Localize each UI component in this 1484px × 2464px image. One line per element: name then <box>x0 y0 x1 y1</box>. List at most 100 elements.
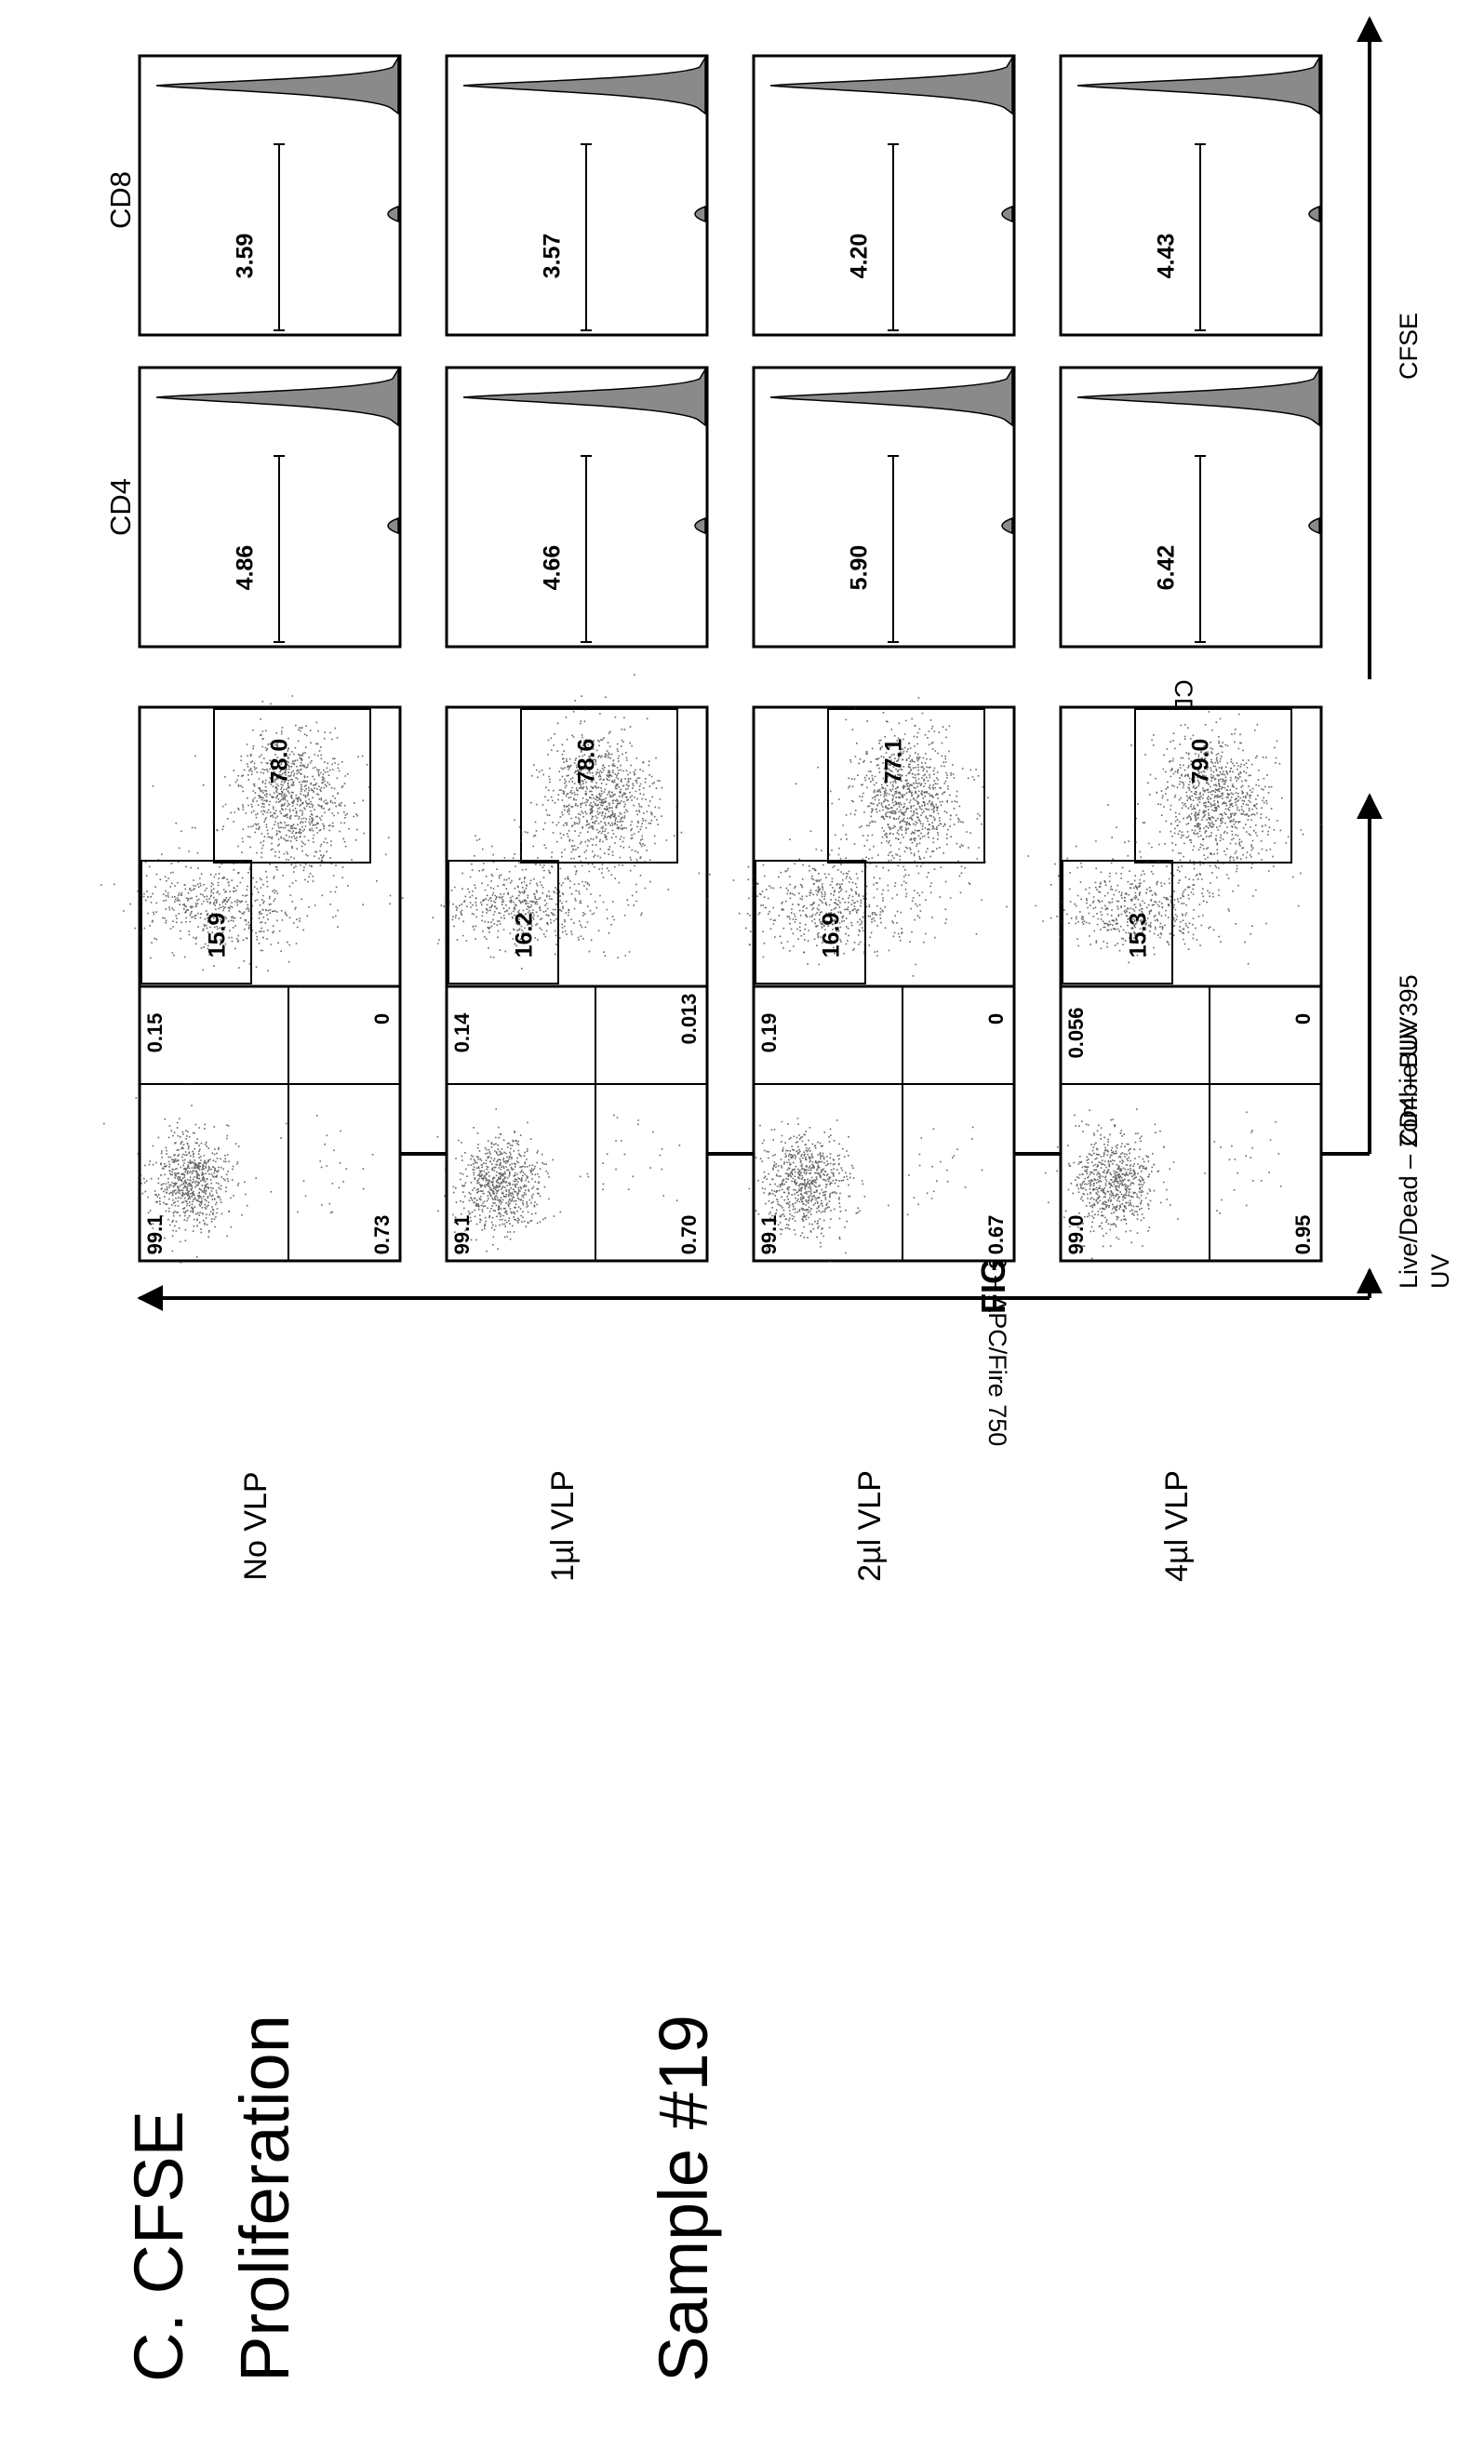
cd8-gate-value: 15.9 <box>205 913 231 958</box>
quadrant-value-ul-group: 99.0 <box>1064 1215 1088 1255</box>
cd4-gate-value: 78.0 <box>267 739 293 784</box>
live-dead-event-cloud <box>436 1108 562 1252</box>
cfse-gate-value-group: 5.90 <box>847 545 873 591</box>
quadrant-value-ur-group: 0.14 <box>450 1012 474 1053</box>
histogram-frame <box>445 54 709 337</box>
quadrant-value-ll-group: 0.67 <box>984 1215 1008 1255</box>
histogram-frame <box>1059 366 1323 649</box>
cfse-gate-value: 5.90 <box>847 545 873 591</box>
cd4-gate-value-group: 78.6 <box>574 739 600 784</box>
quadrant-value-ll: 0.95 <box>1291 1215 1315 1255</box>
live-dead-panel: 99.0 0.056 0.95 0 <box>1044 980 1323 1263</box>
live-dead-plot-frame <box>752 980 1016 1263</box>
cd4-axis-label: CD4 – BUV395 <box>1395 974 1423 1146</box>
sample-label: Sample #19 <box>645 2015 722 2382</box>
quadrant-value-ur-group: 0.056 <box>1064 1007 1088 1058</box>
cd4-gate <box>827 708 985 864</box>
cfse-histogram-cd8: 4.43 <box>1059 54 1323 337</box>
cd4-gate-value-group: 78.0 <box>267 739 293 784</box>
quadrant-value-ur-group: 0.19 <box>757 1013 781 1053</box>
cd8-gate-value-group: 15.3 <box>1126 913 1152 958</box>
live-dead-event-cloud <box>748 1118 866 1263</box>
cfse-axis-label: CFSE <box>1395 313 1423 380</box>
cd8-gate-value: 16.9 <box>819 913 845 958</box>
cfse-gate-value-group: 4.86 <box>233 545 259 591</box>
cfse-gate-value-group: 6.42 <box>1154 545 1180 591</box>
cd4-cd8-panel: 15.3 79.0 <box>1035 705 1323 988</box>
cd4-cd8-panel: 16.2 78.6 <box>401 674 711 988</box>
live-dead-event-cloud <box>1044 1108 1179 1260</box>
cfse-histogram-cd8: 4.20 <box>752 54 1016 337</box>
cfse-gate-value-group: 3.57 <box>540 234 566 279</box>
condition-label: 2µl VLP <box>852 1470 888 1582</box>
quadrant-value-lr-group: 0.013 <box>677 993 701 1044</box>
cfse-gate-value-group: 4.66 <box>540 545 566 591</box>
cfse-histogram-cd4: 4.86 <box>138 366 402 649</box>
quadrant-value-ur: 0.15 <box>143 1013 167 1053</box>
cfse-histogram-cd4: 4.66 <box>445 366 709 649</box>
quadrant-value-ur: 0.056 <box>1064 1007 1088 1058</box>
quadrant-value-ll-group: 0.70 <box>677 1215 701 1255</box>
heading-proliferation: Proliferation <box>226 2015 303 2382</box>
column-cd8: CD8 <box>104 171 137 229</box>
live-dead-axis-label-cont: UV <box>1426 1253 1454 1289</box>
cfse-divided-peak <box>1001 205 1013 223</box>
cfse-gate-value: 6.42 <box>1154 545 1180 591</box>
quadrant-value-lr: 0 <box>1291 1013 1315 1024</box>
cfse-gate-value-group: 4.43 <box>1154 234 1180 279</box>
cd4-cd8-panel: 15.9 78.0 <box>100 695 402 988</box>
cd4-cd8-plot-frame <box>1059 705 1323 988</box>
histogram-frame <box>445 366 709 649</box>
live-dead-panel: 99.1 0.14 0.70 0.013 <box>436 980 709 1263</box>
cd4-cd8-plot-frame <box>138 705 402 988</box>
cfse-main-peak <box>1076 367 1320 427</box>
quadrant-value-ul: 99.1 <box>143 1215 167 1255</box>
cd4-cd8-panel: 16.9 77.1 <box>732 697 1056 988</box>
cfse-gate-value: 4.66 <box>540 545 566 591</box>
live-dead-panel: 99.1 0.15 0.73 0 <box>103 980 402 1264</box>
cd4-cd8-plot-frame <box>445 705 709 988</box>
condition-label: 1µl VLP <box>545 1470 581 1582</box>
cd8-gate-value-group: 16.9 <box>819 913 845 958</box>
quadrant-value-lr-group: 0 <box>1291 1013 1315 1024</box>
quadrant-value-ul-group: 99.1 <box>757 1215 781 1255</box>
cfse-histogram-cd8: 3.59 <box>138 54 402 337</box>
cfse-gate-value: 3.57 <box>540 234 566 279</box>
condition-label: 4µl VLP <box>1159 1470 1195 1582</box>
cd4-gate <box>520 708 678 864</box>
quadrant-value-ul-group: 99.1 <box>143 1215 167 1255</box>
quadrant-value-lr: 0 <box>984 1013 1008 1024</box>
cfse-divided-peak <box>1308 516 1320 535</box>
column-cd4: CD4 <box>104 478 137 536</box>
cfse-gate-value: 3.59 <box>233 234 259 279</box>
cfse-gate-value-group: 3.59 <box>233 234 259 279</box>
quadrant-value-lr: 0.013 <box>677 993 701 1044</box>
cfse-histogram-cd4: 5.90 <box>752 366 1016 649</box>
cd8-gate-value: 16.2 <box>512 913 538 958</box>
heading-cfse: C. CFSE <box>120 2110 197 2382</box>
cfse-divided-peak <box>694 516 706 535</box>
cfse-gate-value-group: 4.20 <box>847 234 873 279</box>
cd8-gate <box>1062 860 1173 984</box>
quadrant-value-ur-group: 0.15 <box>143 1013 167 1053</box>
quadrant-value-ll-group: 0.95 <box>1291 1215 1315 1255</box>
quadrant-value-ll: 0.67 <box>984 1215 1008 1255</box>
histogram-frame <box>752 366 1016 649</box>
quadrant-value-ul: 99.1 <box>450 1215 474 1255</box>
cfse-gate-value: 4.86 <box>233 545 259 591</box>
quadrant-value-lr-group: 0 <box>370 1013 394 1024</box>
quadrant-value-ll: 0.73 <box>370 1215 394 1255</box>
cd8-event-cloud <box>100 847 316 971</box>
cfse-main-peak <box>769 367 1013 427</box>
cfse-divided-peak <box>1001 516 1013 535</box>
condition-label: No VLP <box>238 1471 274 1580</box>
cfse-divided-peak <box>387 516 399 535</box>
cd4-gate-value: 77.1 <box>881 739 907 784</box>
live-dead-plot-frame <box>1059 980 1323 1263</box>
cfse-main-peak <box>1076 55 1320 115</box>
histogram-frame <box>1059 54 1323 337</box>
quadrant-value-ur: 0.14 <box>450 1012 474 1053</box>
quadrant-value-lr-group: 0 <box>984 1013 1008 1024</box>
cfse-divided-peak <box>694 205 706 223</box>
